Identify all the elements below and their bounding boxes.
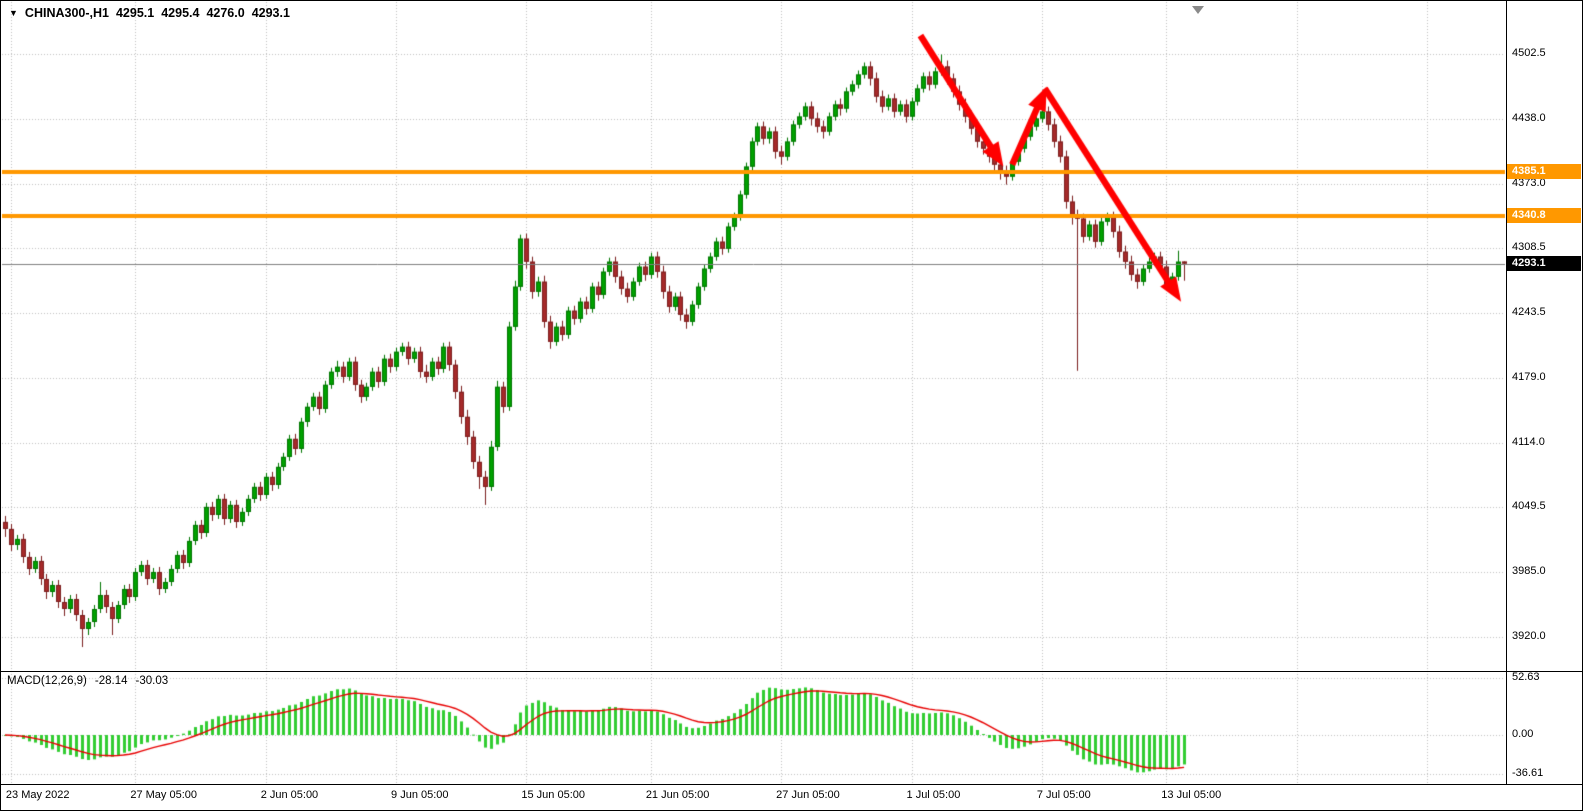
ohlc-open: 4295.1: [115, 6, 155, 20]
macd-axis-tick-label: 0.00: [1512, 728, 1534, 740]
time-axis-tick-label: 27 May 05:00: [130, 789, 197, 801]
time-axis-tick-label: 9 Jun 05:00: [391, 789, 449, 801]
current-price-badge: 4293.1: [1507, 255, 1581, 271]
chart-shift-marker[interactable]: [1192, 6, 1204, 14]
price-axis-tick-label: 4114.0: [1512, 435, 1545, 448]
time-axis[interactable]: 23 May 2022 27 May 05:00 2 Jun 05:00 9 Jun …: [1, 785, 1582, 810]
macd-axis-tick-label: -36.61: [1512, 767, 1544, 780]
price-chart-area[interactable]: [1, 1, 1505, 671]
symbol-info-bar: ▼ CHINA300-,H1 4295.1 4295.4 4276.0 4293…: [9, 6, 290, 20]
price-axis-tick-label: 3985.0: [1512, 564, 1546, 577]
ohlc-low: 4276.0: [206, 6, 245, 20]
time-axis-tick-label: 23 May 2022: [5, 789, 70, 801]
price-axis-tick-label: 4438.0: [1512, 111, 1546, 124]
time-axis-tick-label: 27 Jun 05:00: [776, 789, 840, 801]
price-axis-tick-label: 3920.0: [1512, 630, 1546, 643]
macd-indicator-label: MACD(12,26,9) -28.14 -30.03: [7, 675, 168, 687]
macd-value-signal: -30.03: [135, 675, 169, 687]
macd-axis-tick-label: 52.63: [1512, 671, 1540, 684]
macd-pane-area[interactable]: [1, 673, 1505, 783]
price-axis-tick-label: 4243.5: [1512, 306, 1546, 319]
time-axis-tick-label: 21 Jun 05:00: [645, 789, 710, 801]
time-axis-tick-label: 13 Jul 05:00: [1161, 789, 1222, 801]
time-axis-tick-label: 15 Jun 05:00: [521, 789, 586, 801]
time-axis-tick-label: 7 Jul 05:00: [1036, 789, 1091, 801]
price-axis-tick-label: 4308.5: [1512, 241, 1546, 254]
macd-name: MACD(12,26,9): [7, 675, 87, 687]
price-axis-divider: [1506, 1, 1507, 784]
ohlc-high: 4295.4: [161, 6, 200, 20]
time-axis-tick-label: 2 Jun 05:00: [260, 789, 319, 801]
price-axis-tick-label: 4049.5: [1512, 500, 1546, 513]
pane-divider[interactable]: [1, 671, 1582, 672]
resistance-level-badge[interactable]: 4340.8: [1507, 207, 1581, 223]
symbol-timeframe-label: CHINA300-,H1: [24, 6, 109, 20]
price-axis[interactable]: 4385.1 4340.8 4293.1 4502.5 4438.0 4373.0 4…: [1506, 1, 1582, 671]
time-axis-divider: [1, 784, 1582, 785]
macd-value-main: -28.14: [94, 675, 128, 687]
time-axis-tick-label: 1 Jul 05:00: [906, 789, 961, 801]
price-axis-tick-label: 4373.0: [1512, 176, 1546, 189]
symbol-dropdown-icon[interactable]: ▼: [9, 8, 18, 18]
ohlc-close: 4293.1: [251, 6, 290, 20]
macd-axis[interactable]: 52.63 0.00 -36.61: [1506, 671, 1582, 783]
price-axis-tick-label: 4502.5: [1512, 47, 1546, 59]
price-axis-tick-label: 4179.0: [1512, 370, 1546, 383]
resistance-level-badge[interactable]: 4385.1: [1507, 163, 1581, 179]
